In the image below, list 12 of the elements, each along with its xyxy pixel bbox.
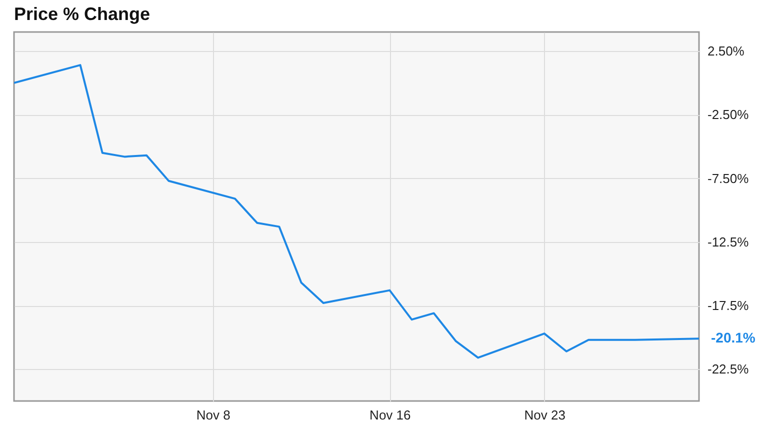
y-tick-label: -2.50% (708, 107, 750, 122)
y-tick-label: -7.50% (708, 170, 750, 186)
x-tick-label: Nov 23 (524, 408, 566, 422)
y-tick-label: 2.50% (708, 44, 745, 59)
x-tick-label: Nov 16 (370, 408, 411, 422)
y-tick-label: -22.5% (708, 362, 750, 377)
y-tick-label: -17.5% (708, 298, 750, 314)
annotation: -20.1% (711, 330, 756, 346)
x-tick-label: Nov 8 (196, 408, 230, 422)
line-series (14, 64, 699, 359)
chart-title: Price % Change (14, 4, 150, 24)
y-tick-label: -12.5% (708, 234, 750, 250)
